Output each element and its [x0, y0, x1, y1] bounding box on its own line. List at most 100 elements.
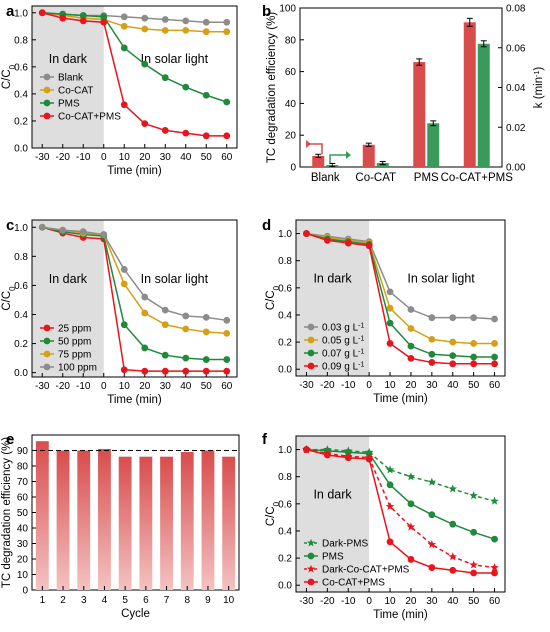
legend-entry: 0.05 g L-1 [322, 335, 364, 347]
y2-axis-label: k (min-1) [533, 67, 545, 109]
category-label: Co-CAT [355, 172, 396, 184]
series-line [306, 232, 495, 365]
bar [477, 43, 490, 167]
x-tick-label: 0 [366, 380, 372, 391]
data-point [428, 359, 436, 366]
series-line [42, 226, 227, 322]
x-axis-label: Time (min) [107, 394, 162, 406]
y-tick-label: 0.6 [278, 499, 292, 510]
y-tick-label: 1.0 [278, 445, 292, 456]
data-point [428, 350, 436, 358]
data-point [303, 230, 310, 237]
data-point [161, 16, 169, 23]
dark-region [296, 220, 370, 376]
y-tick-label: 1.0 [278, 229, 292, 240]
data-point [407, 500, 415, 508]
data-point [386, 304, 394, 312]
data-point [385, 465, 395, 474]
legend-marker [43, 324, 51, 332]
y-tick-label: 0.4 [14, 89, 28, 100]
data-point [491, 353, 498, 361]
dark-region [296, 436, 370, 592]
data-point [407, 354, 415, 362]
legend-marker [43, 363, 51, 371]
data-point [120, 101, 128, 109]
data-point [120, 266, 128, 273]
data-point [407, 325, 415, 332]
x-tick-label: 3 [81, 595, 87, 606]
y-tick-label: 0.0 [14, 144, 28, 155]
light-label: In solar light [407, 271, 475, 285]
legend-marker [307, 552, 315, 560]
x-tick-label: 5 [122, 595, 128, 606]
dark-label: In dark [313, 487, 352, 501]
y-tick-label: 1.0 [14, 8, 28, 19]
legend-entry: 50 ppm [58, 337, 91, 348]
x-tick-label: 2 [60, 595, 66, 606]
x-tick-label: 60 [221, 152, 233, 163]
panel-e: 1 2 3 4 5 6 7 8 9 10 0 10 20 30 40 50 60 70 80 90 Cycle TC de… [1, 434, 240, 620]
data-point [407, 556, 415, 563]
data-point [141, 367, 149, 375]
bar [413, 62, 426, 168]
data-point [141, 293, 149, 301]
legend-entry: 100 ppm [58, 363, 97, 374]
x-tick-label: 4 [102, 595, 108, 606]
data-point [470, 360, 478, 368]
data-point [161, 127, 169, 134]
x-tick-label: 40 [447, 596, 459, 607]
x-tick-label: -10 [76, 152, 91, 163]
y-tick-label: 0.2 [14, 116, 28, 127]
x-tick-label: 40 [180, 152, 192, 163]
bar [160, 456, 173, 590]
data-point [100, 231, 108, 238]
data-point [182, 26, 190, 34]
y-tick-label: 0.6 [278, 283, 292, 294]
legend-entry: 0.07 g L-1 [322, 348, 364, 360]
data-point [161, 367, 169, 375]
y2-tick-label: 0.08 [506, 4, 526, 15]
light-label: In solar light [141, 272, 209, 286]
y-tick-label: 0 [290, 163, 296, 174]
x-tick-label: -10 [76, 381, 91, 392]
legend-marker [307, 336, 315, 344]
data-point [449, 338, 457, 346]
data-point [120, 321, 128, 329]
series-line [42, 12, 227, 33]
bar [427, 123, 440, 167]
x-tick-label: 10 [119, 381, 131, 392]
data-point [303, 446, 310, 453]
x-tick-label: 8 [184, 595, 190, 606]
data-point [470, 340, 478, 347]
data-point [161, 74, 169, 82]
y-tick-label: 30 [17, 539, 29, 550]
series-line [306, 232, 495, 320]
y-tick-label: 60 [17, 493, 29, 504]
data-point [448, 552, 458, 561]
x-axis-label: Cycle [121, 608, 150, 620]
y-tick-label: 0.8 [278, 256, 292, 267]
legend-entry: PMS [58, 99, 80, 110]
dark-region [32, 220, 104, 377]
data-point [223, 367, 231, 375]
plot-frame [31, 5, 238, 149]
left-axis-arrow-head [306, 140, 311, 148]
x-axis-label: Time (min) [373, 393, 428, 405]
x-tick-label: 20 [405, 596, 417, 607]
x-tick-label: 30 [160, 152, 172, 163]
legend-entry: Dark-PMS [322, 539, 368, 550]
y-tick-label: 0.4 [14, 310, 28, 321]
y-axis-label: C/C0 [1, 64, 17, 89]
x-tick-label: 30 [426, 596, 438, 607]
x-tick-label: 10 [223, 595, 235, 606]
legend-marker [43, 73, 51, 81]
series-line [306, 448, 495, 574]
panel-c: -30 -20 -10 0 10 20 30 40 50 60 0.0 0.2 0.4 0.6 0.8 1.0… [1, 219, 238, 406]
x-tick-label: -30 [299, 380, 314, 391]
x-tick-label: 30 [426, 380, 438, 391]
panel-d: -30 -20 -10 0 10 20 30 40 50 60 0.0 0.2 0.4 0.6 0.8 1.0… [265, 219, 506, 405]
right-axis-arrow [329, 154, 346, 163]
data-point [386, 288, 394, 296]
y-tick-label: 0.2 [278, 554, 292, 565]
